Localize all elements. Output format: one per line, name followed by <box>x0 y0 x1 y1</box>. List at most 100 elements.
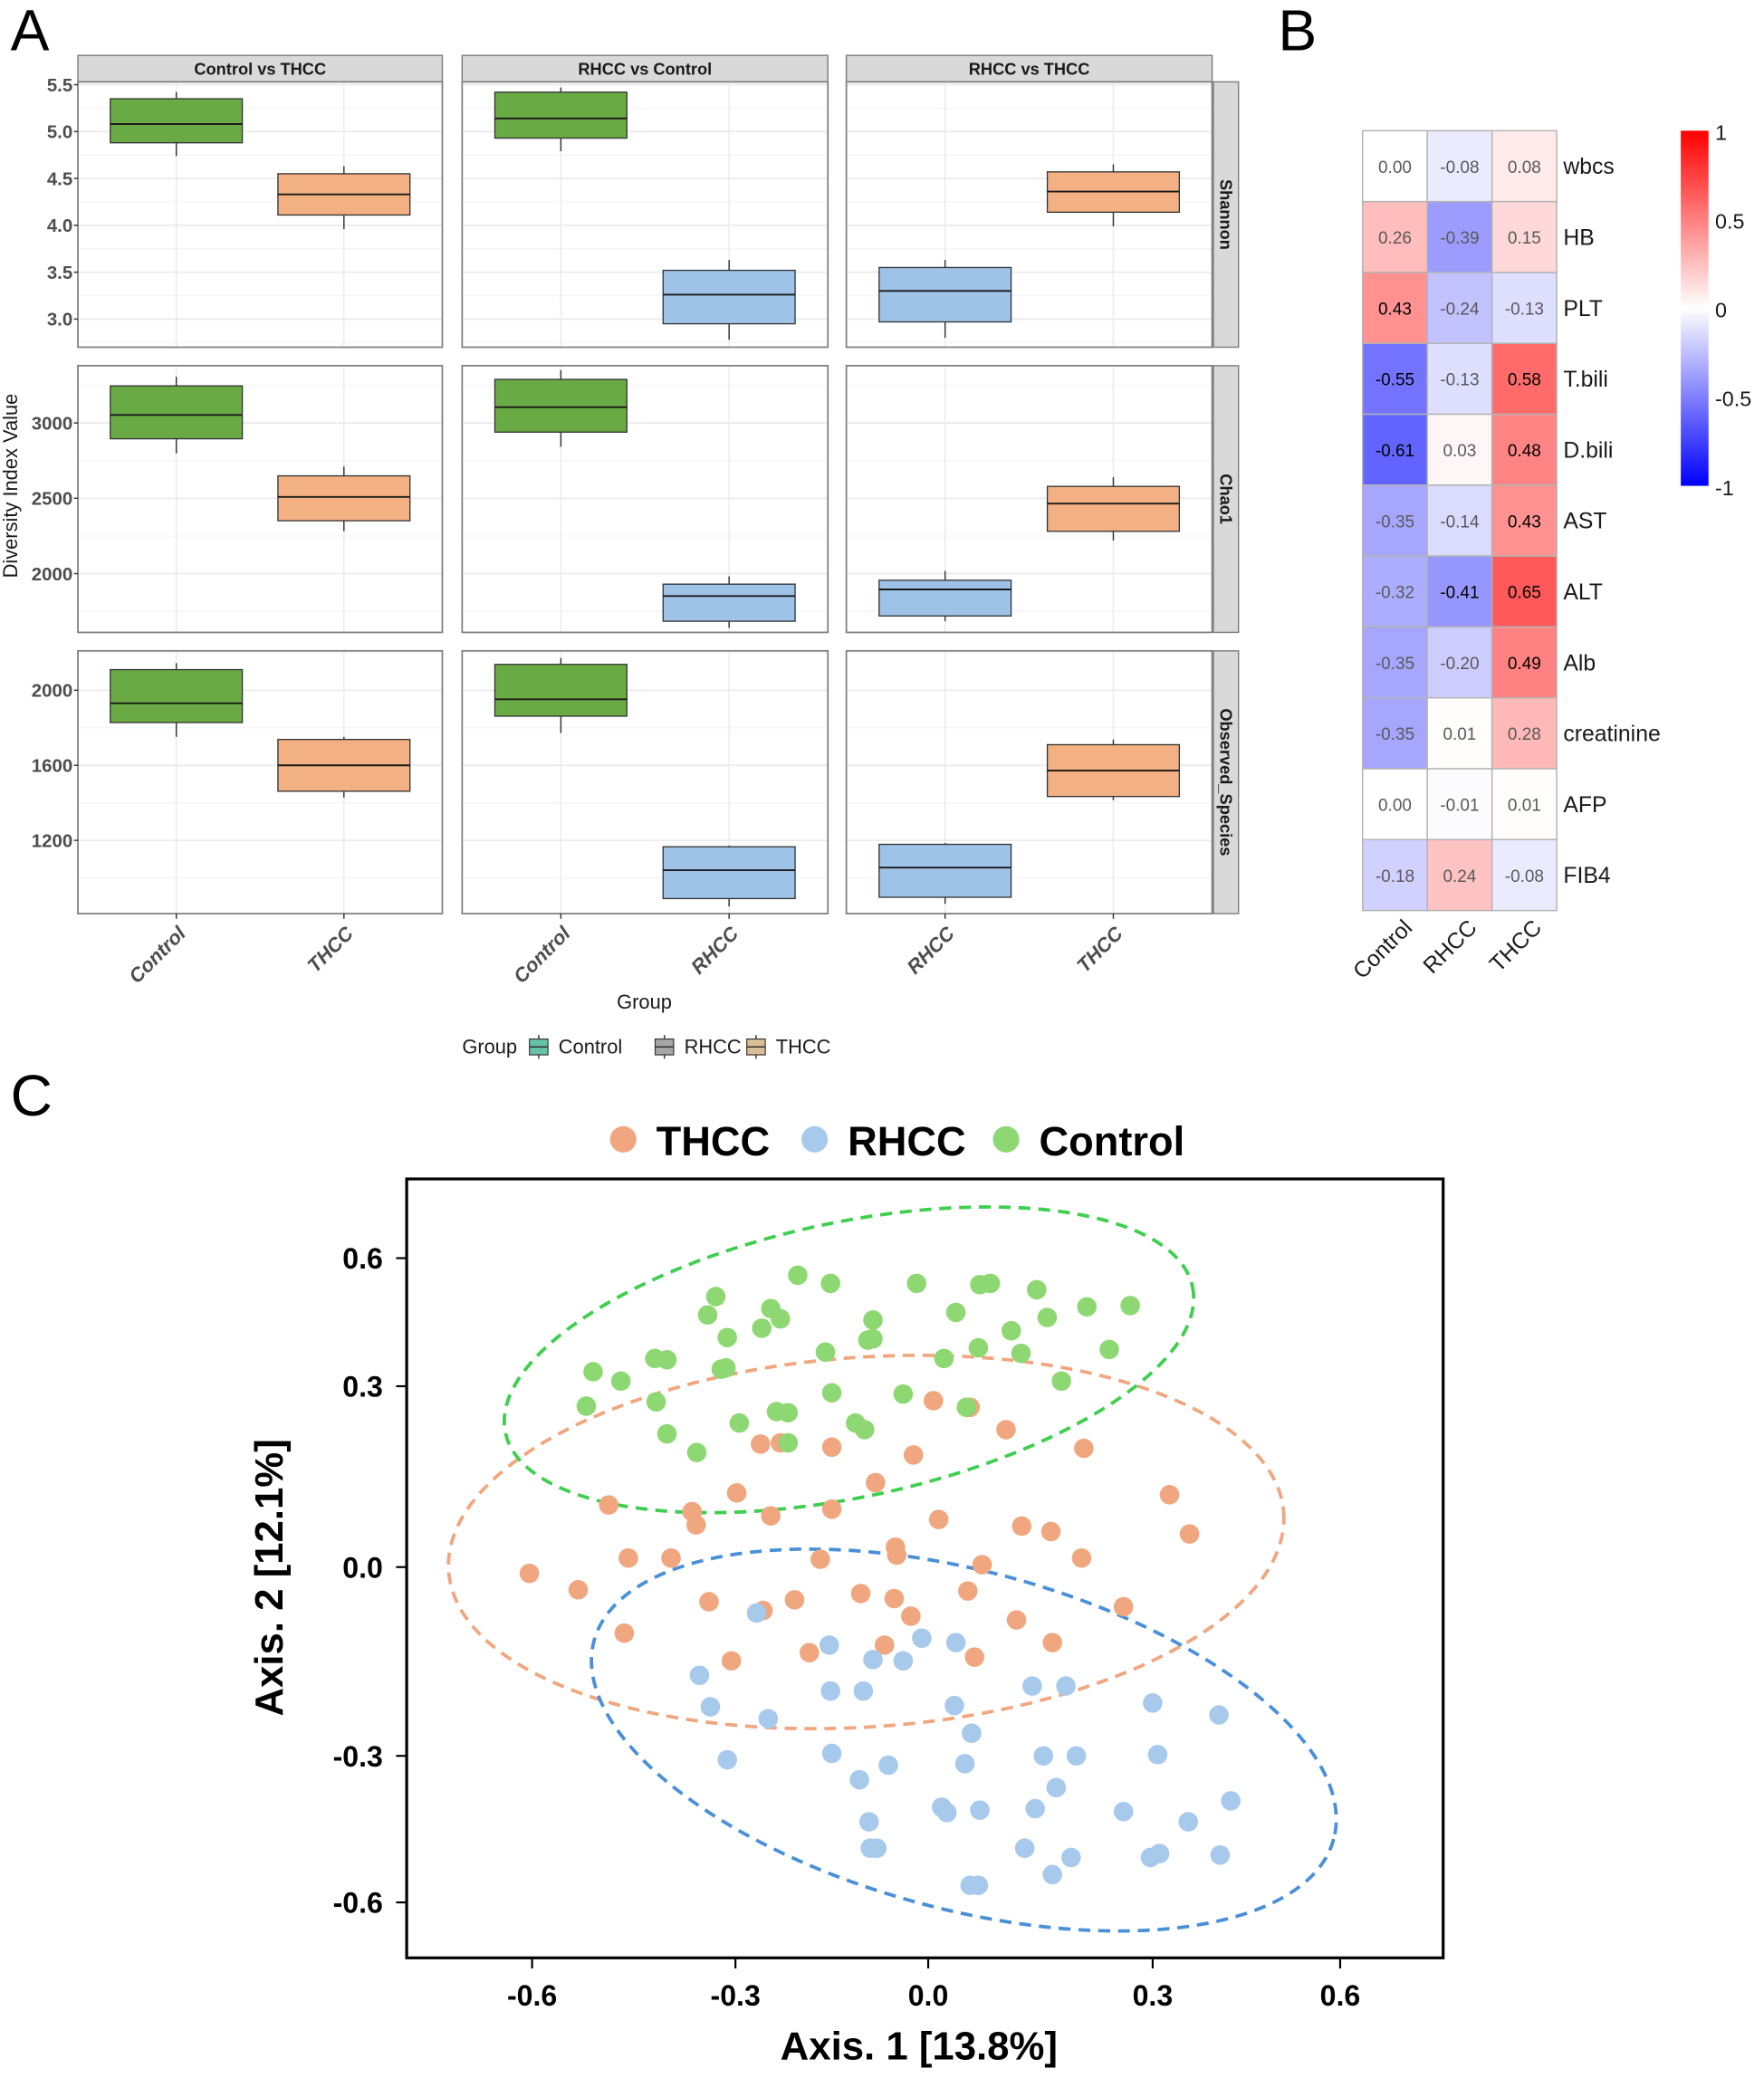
data-point <box>771 1308 791 1329</box>
legend-entry-label: RHCC <box>848 1118 966 1164</box>
y-tick-label: 5.0 <box>47 123 72 143</box>
facet-strip <box>461 54 829 83</box>
colorbar <box>1681 130 1709 486</box>
data-point <box>1011 1343 1031 1364</box>
heatmap-cell <box>1491 413 1558 486</box>
data-point <box>912 1628 932 1649</box>
heatmap-cell <box>1426 272 1493 344</box>
data-point <box>657 1349 677 1370</box>
heatmap-cell-label: 0.48 <box>1508 442 1541 461</box>
data-point <box>874 1635 895 1655</box>
facet-panel <box>461 81 829 349</box>
heatmap-cell <box>1362 413 1428 486</box>
y-tick-label: 3.0 <box>47 311 72 330</box>
panel-border <box>77 81 444 349</box>
data-point <box>610 1371 631 1392</box>
heatmap-cell-label: -0.35 <box>1376 512 1414 531</box>
legend-title: Group <box>462 1036 517 1058</box>
data-point <box>699 1592 719 1612</box>
heatmap-cell-label: 0.43 <box>1378 300 1412 319</box>
data-point <box>778 1432 799 1453</box>
x-axis-title: Group <box>617 991 672 1013</box>
data-point <box>901 1606 921 1626</box>
data-point <box>820 1681 840 1701</box>
confidence-ellipse-control <box>502 1205 1196 1515</box>
colorbar-tick-label: 0.5 <box>1715 210 1744 234</box>
data-point <box>1178 1812 1199 1832</box>
data-point <box>821 1499 842 1519</box>
heatmap-row-label: wbcs <box>1562 155 1614 179</box>
data-point <box>1025 1798 1045 1819</box>
data-point <box>996 1420 1016 1440</box>
data-point <box>863 1310 883 1330</box>
data-point <box>614 1623 635 1643</box>
data-point <box>863 1328 883 1349</box>
data-point <box>686 1442 707 1463</box>
x-tick-label: 0.6 <box>1320 1979 1361 2012</box>
series-rhcc <box>689 1603 1241 1895</box>
data-point <box>980 1273 1001 1294</box>
data-point <box>893 1651 914 1671</box>
data-point <box>788 1265 808 1286</box>
data-point <box>820 1273 840 1294</box>
x-tick-label: THCC <box>302 921 358 976</box>
data-point <box>1159 1485 1180 1505</box>
heatmap-cell <box>1362 484 1428 557</box>
heatmap-cell-label: -0.20 <box>1440 655 1479 674</box>
data-point <box>717 1749 737 1770</box>
data-point <box>583 1362 603 1382</box>
confidence-ellipse-rhcc <box>590 1547 1338 1933</box>
heatmap-cell-label: 0.08 <box>1508 158 1541 177</box>
legend-marker <box>801 1125 829 1153</box>
data-point <box>1143 1693 1163 1713</box>
data-point <box>1022 1676 1042 1696</box>
data-point <box>884 1588 905 1609</box>
legend-entry-label: THCC <box>776 1036 831 1058</box>
data-point <box>705 1287 726 1307</box>
heatmap-cell-label: -0.35 <box>1376 655 1414 674</box>
data-point <box>821 1437 842 1458</box>
data-point <box>944 1695 964 1716</box>
data-point <box>972 1555 992 1575</box>
data-point <box>1037 1307 1058 1327</box>
legend-entry-label: Control <box>1040 1118 1185 1164</box>
data-point <box>867 1838 887 1858</box>
facet-strip-label: Control vs THCC <box>194 60 326 78</box>
data-point <box>1042 1633 1062 1652</box>
heatmap-cell-label: 0.24 <box>1443 867 1476 886</box>
facet-panel <box>845 81 1213 349</box>
data-point <box>819 1635 839 1655</box>
heatmap-panel: 0.00 -0.08 0.08 wbcs 0.26 -0.39 0.15 HB 0.43 -0.2… <box>1349 121 1752 984</box>
data-point <box>715 1357 736 1378</box>
data-point <box>799 1642 820 1663</box>
box-control <box>494 664 628 717</box>
heatmap-row-label: T.bili <box>1563 368 1608 392</box>
x-tick-label: THCC <box>1072 921 1127 976</box>
data-point <box>1014 1838 1035 1858</box>
y-tick-label: 1600 <box>32 757 72 777</box>
facet-strip <box>845 54 1213 83</box>
y-tick-label: 0.3 <box>342 1371 383 1403</box>
data-point <box>863 1650 883 1670</box>
data-point <box>752 1318 772 1338</box>
heatmap-cell-label: -0.18 <box>1376 867 1414 886</box>
facet-row-strip <box>1213 81 1240 349</box>
facet-panel <box>461 365 829 634</box>
plot-area <box>405 1177 1445 1959</box>
y-tick-label: 3.5 <box>47 263 72 283</box>
heatmap-cell <box>1426 413 1493 486</box>
x-axis-title: Axis. 1 [13.8%] <box>781 2025 1058 2069</box>
data-point <box>700 1697 721 1717</box>
legend-marker <box>992 1125 1020 1153</box>
data-point <box>1040 1521 1061 1542</box>
data-point <box>1001 1320 1021 1341</box>
legend-marker <box>609 1125 637 1153</box>
panel-border <box>461 649 829 915</box>
y-tick-label: -0.3 <box>333 1740 383 1773</box>
legend-entry-label: Control <box>559 1036 622 1058</box>
heatmap-cell-label: 0.01 <box>1443 725 1476 744</box>
heatmap-cell-label: -0.61 <box>1376 442 1414 461</box>
box-rhcc <box>662 846 796 900</box>
heatmap-row-label: FIB4 <box>1563 864 1611 888</box>
